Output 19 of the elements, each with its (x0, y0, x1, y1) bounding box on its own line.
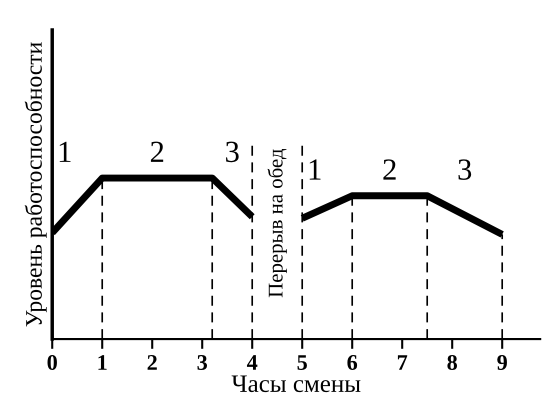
annotation: 1 (310, 159, 321, 180)
x-tick-label: 9 (497, 355, 507, 370)
x-tick-label: 3 (197, 355, 208, 370)
x-tick-label: 8 (447, 354, 458, 370)
text: 1 (60, 142, 71, 162)
y-axis-title: Уровень работоспособности (24, 42, 47, 326)
x-tick-label: 4 (246, 355, 258, 370)
x-tick-label: 0 (48, 354, 57, 370)
ref-line-label: Перерыв на обед (268, 148, 287, 298)
x-tick-label: 5 (298, 355, 307, 370)
x-tick-label: 1 (98, 355, 107, 370)
x-axis-title: Часы смены (232, 375, 360, 392)
x-tick-label: 2 (148, 355, 157, 370)
text: 3 (226, 142, 239, 162)
text: 2 (150, 142, 164, 162)
x-tick-label: 6 (347, 355, 358, 370)
annotation: 3 (458, 159, 472, 180)
x-tick-label: 7 (398, 355, 408, 370)
annotation: 2 (383, 159, 396, 180)
